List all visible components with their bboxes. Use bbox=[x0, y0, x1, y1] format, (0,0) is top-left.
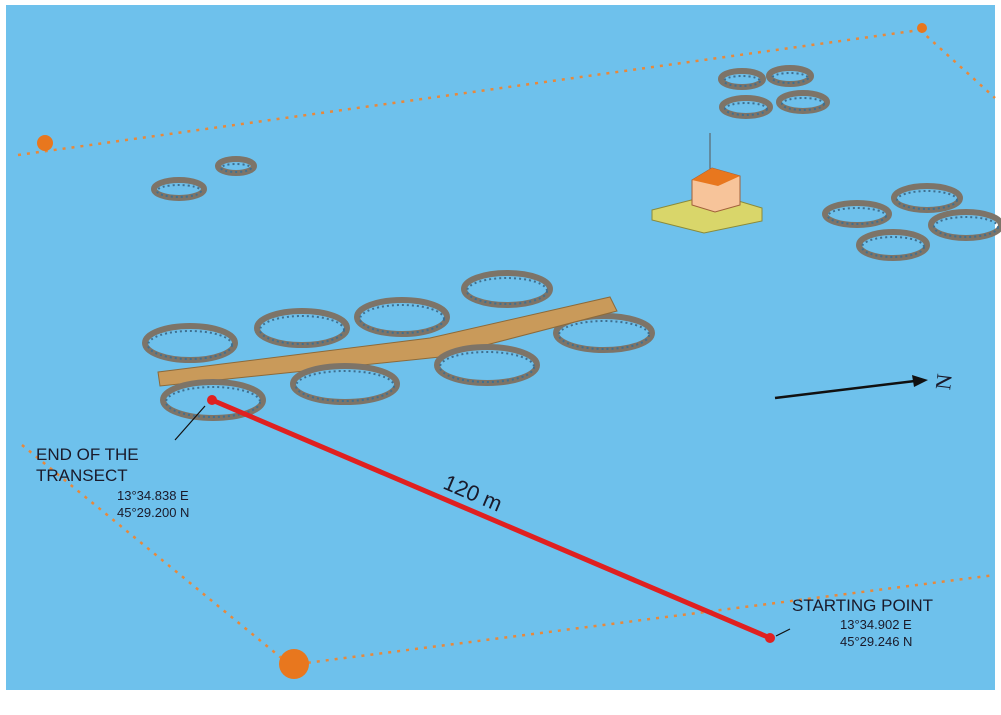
cage-ring bbox=[891, 183, 963, 213]
cage-ring bbox=[220, 163, 252, 173]
start-lon: 13°34.902 E bbox=[840, 617, 912, 632]
cage-ring bbox=[781, 97, 825, 111]
border-line bbox=[289, 573, 996, 667]
end-point bbox=[207, 395, 217, 405]
area-border bbox=[17, 28, 996, 667]
cage-ring bbox=[359, 304, 445, 334]
cage-ring bbox=[461, 270, 553, 308]
cage-ring bbox=[290, 363, 400, 405]
cage-ring bbox=[776, 90, 830, 114]
start-title: STARTING POINT bbox=[792, 596, 933, 615]
cage-ring bbox=[553, 313, 655, 353]
end-lat: 45°29.200 N bbox=[117, 505, 189, 520]
end-title: TRANSECT bbox=[36, 466, 128, 485]
start-lat: 45°29.246 N bbox=[840, 634, 912, 649]
start-point bbox=[765, 633, 775, 643]
arrow-head bbox=[912, 375, 928, 387]
cage-ring bbox=[160, 379, 266, 421]
end-title: END OF THE bbox=[36, 445, 139, 464]
cage-ring bbox=[723, 75, 761, 87]
cage-ring bbox=[928, 209, 1001, 241]
cages bbox=[160, 344, 540, 421]
cage-ring bbox=[856, 229, 930, 261]
cage-ring bbox=[466, 277, 548, 305]
cage-ring bbox=[718, 68, 766, 90]
cage-ring bbox=[766, 65, 814, 87]
border-line bbox=[17, 28, 921, 157]
walkway bbox=[157, 296, 618, 387]
cage-ring bbox=[896, 190, 958, 210]
cage-ring bbox=[719, 95, 773, 119]
north-label: N bbox=[930, 372, 957, 391]
cage-ring bbox=[861, 236, 925, 258]
cage-ring bbox=[439, 351, 535, 383]
pointer bbox=[174, 405, 206, 441]
border-line bbox=[21, 444, 291, 666]
cage-ring bbox=[295, 370, 395, 402]
buoy bbox=[279, 649, 309, 679]
cage-ring bbox=[259, 315, 345, 345]
cage-ring bbox=[558, 320, 650, 350]
north-arrow bbox=[774, 379, 916, 400]
cage-ring bbox=[147, 330, 233, 360]
cage-ring bbox=[151, 177, 207, 201]
cage-ring bbox=[724, 102, 768, 116]
cage-ring bbox=[165, 386, 261, 418]
transect-line bbox=[211, 397, 771, 641]
roof bbox=[692, 168, 740, 186]
cage-ring bbox=[827, 207, 887, 225]
cage-ring bbox=[156, 184, 202, 198]
cage-ring bbox=[771, 72, 809, 84]
pointer bbox=[775, 628, 791, 637]
cages bbox=[142, 65, 1001, 363]
buoy bbox=[37, 135, 53, 151]
cage-ring bbox=[933, 216, 999, 238]
buoy bbox=[917, 23, 927, 33]
end-lon: 13°34.838 E bbox=[117, 488, 189, 503]
